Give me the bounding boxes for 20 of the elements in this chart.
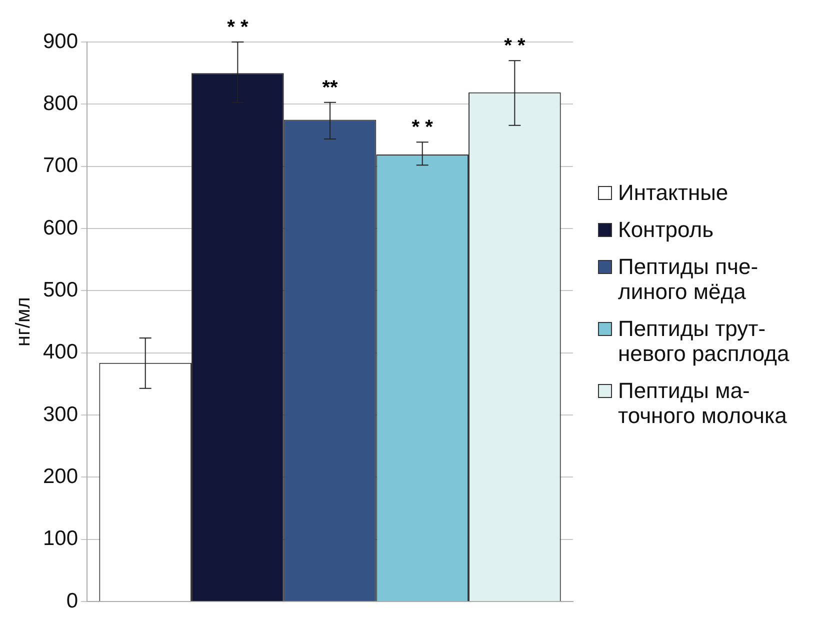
y-tick-label: 300 (42, 402, 78, 426)
legend-label: Пептиды трут- невого расплода (618, 316, 790, 366)
data-label: * * (504, 35, 526, 58)
data-label: ** (322, 76, 338, 99)
y-tick-label: 200 (42, 465, 78, 488)
data-label: * * (227, 16, 248, 39)
y-tick-label: 900 (42, 30, 78, 53)
legend-label: Интактные (618, 180, 728, 205)
y-axis-title: нг/мл (12, 297, 35, 346)
legend-label: Пептиды пче- линого мёда (618, 254, 758, 304)
y-tick-label: 500 (42, 278, 78, 302)
y-tick-label: 400 (42, 340, 78, 364)
y-tick-label: 0 (66, 589, 78, 612)
legend-label: Пептиды ма- точного молочка (618, 378, 787, 428)
y-tick-label: 100 (42, 527, 78, 550)
legend-label: Контроль (618, 217, 714, 242)
y-tick-label: 600 (42, 216, 78, 240)
data-label: * * (412, 116, 434, 139)
y-tick-label: 800 (42, 92, 78, 115)
y-tick-label: 700 (42, 154, 78, 178)
